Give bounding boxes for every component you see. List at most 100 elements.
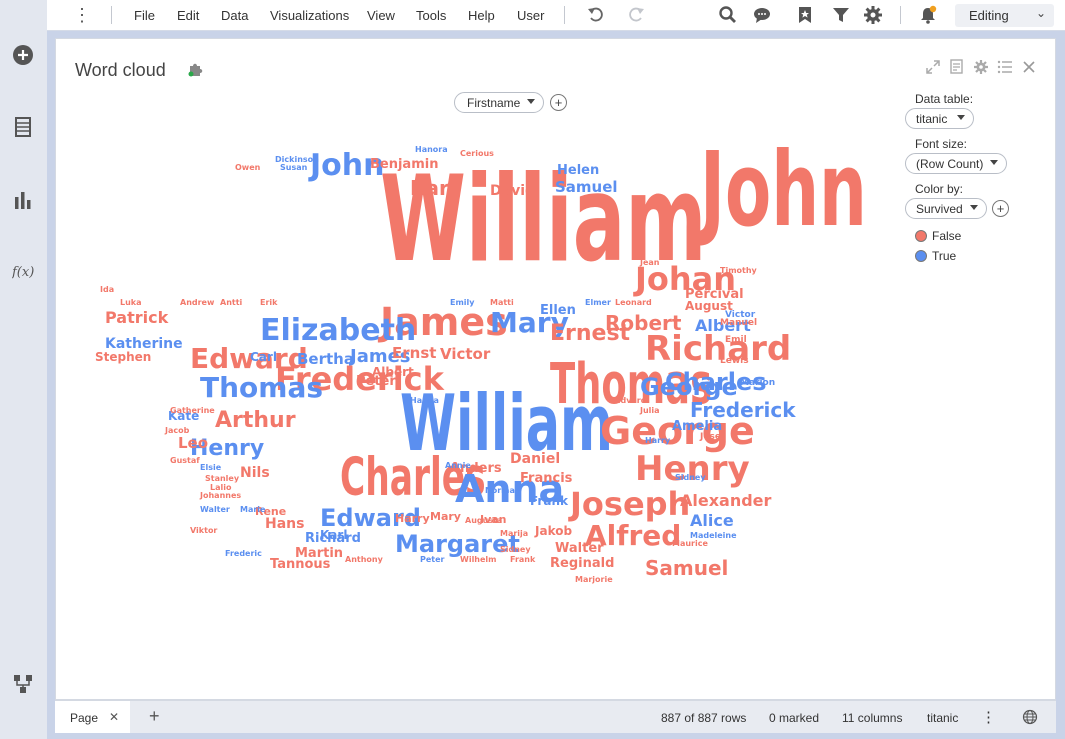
word-ernest-false[interactable]: Ernest [550,321,631,346]
word-stanley-false[interactable]: Stanley [205,474,240,483]
word-madeleine-true[interactable]: Madeleine [690,531,737,540]
word-annie-true[interactable]: Annie [445,461,471,470]
word-patrick-false[interactable]: Patrick [105,308,169,327]
word-maurice-false[interactable]: Maurice [672,539,708,548]
add-page-icon[interactable]: + [149,706,160,726]
page-tab[interactable]: Page ✕ [55,701,130,734]
word-carl-true[interactable]: Carl [250,350,277,364]
word-leonard-false[interactable]: Leonard [615,298,652,307]
word-johan-false[interactable]: Johan [633,260,736,298]
word-augusta-false[interactable]: Augusta [465,516,502,525]
word-owen-false[interactable]: Owen [235,163,261,172]
mode-dropdown[interactable]: Editing ⌄ [955,4,1054,27]
word-james-true[interactable]: James [348,346,411,367]
word-elizabeth-true[interactable]: Elizabeth [260,313,416,348]
word-dickinson-true[interactable]: Dickinson [275,155,319,164]
puzzle-icon[interactable] [187,61,203,77]
menu-view[interactable]: View [367,8,395,23]
visualization-title[interactable]: Word cloud [75,60,166,80]
data-table-icon[interactable] [12,116,34,138]
word-susan-true[interactable]: Susan [280,163,308,172]
word-lewis-false[interactable]: Lewis [720,356,749,366]
word-emil-false[interactable]: Emil [725,335,747,345]
word-elmer-true[interactable]: Elmer [585,298,611,307]
word-harry-false[interactable]: Harry [395,512,430,525]
menu-user[interactable]: User [517,8,545,23]
category-axis-selector[interactable]: Firstname [454,92,544,113]
word-jakob-false[interactable]: Jakob [534,524,572,538]
add-color-button[interactable]: + [992,200,1009,217]
word-thomas-false[interactable]: Thomas [550,352,712,417]
word-leo-false[interactable]: Leo [178,434,208,452]
word-hanora-true[interactable]: Hanora [415,145,448,154]
word-joseph-false[interactable]: Joseph [568,485,690,523]
word-robert-false[interactable]: Robert [605,311,682,335]
word-julia-false[interactable]: Julia [639,406,660,415]
color-by-selector[interactable]: Survived [905,198,987,219]
details-icon[interactable] [949,59,965,75]
word-edward-true[interactable]: Edward [320,504,421,532]
word-samuel-false[interactable]: Samuel [645,556,728,580]
search-icon[interactable] [718,5,738,25]
word-karl-true[interactable]: Karl [320,528,347,542]
word-elsie-true[interactable]: Elsie [200,463,222,472]
menu-help[interactable]: Help [468,8,495,23]
word-bertha-true[interactable]: Bertha [297,350,354,368]
filter-icon[interactable] [831,5,851,25]
word-margaret-true[interactable]: Margaret [395,530,520,558]
word-ivan-false[interactable]: Ivan [480,513,507,526]
word-erik-false[interactable]: Erik [260,298,278,307]
menu-visualizations[interactable]: Visualizations [270,8,350,23]
word-ellen-true[interactable]: Ellen [540,303,576,318]
word-arthur-false[interactable]: Arthur [215,408,296,433]
bookmark-icon[interactable] [795,5,815,25]
word-karl-false[interactable]: Karl [410,176,456,200]
word-marie-true[interactable]: Marie [240,505,266,514]
word-alice-true[interactable]: Alice [690,511,734,530]
notifications-bell-icon[interactable] [918,5,938,25]
word-wilhelm-false[interactable]: Wilhelm [460,555,497,564]
word-katherine-true[interactable]: Katherine [105,336,183,352]
settings-gear-icon[interactable] [863,5,883,25]
word-hanna-true[interactable]: Hanna [410,396,439,405]
globe-icon[interactable] [1022,709,1038,725]
word-emily-true[interactable]: Emily [450,298,475,307]
word-samuel-true[interactable]: Samuel [555,178,618,196]
word-marjorie-false[interactable]: Marjorie [575,575,613,584]
word-rene-false[interactable]: Rene [255,505,286,518]
word-charles-true[interactable]: Charles [665,368,767,396]
word-reginald-false[interactable]: Reginald [550,556,614,571]
collaboration-icon[interactable] [753,5,773,25]
bar-chart-icon[interactable] [12,189,34,211]
word-richard-false[interactable]: Richard [645,329,791,369]
menu-tools[interactable]: Tools [416,8,447,23]
word-martin-false[interactable]: Martin [295,546,343,561]
word-walter-false[interactable]: Walter [555,541,604,556]
word-frank-false[interactable]: Frank [510,555,536,564]
word-josef-false[interactable]: Josef [699,432,725,442]
word-lalio-false[interactable]: Lalio [210,483,232,492]
word-francis-false[interactable]: Francis [520,471,573,486]
word-marija-false[interactable]: Marija [500,529,528,538]
word-cerious-false[interactable]: Cerious [460,149,494,158]
word-timothy-false[interactable]: Timothy [720,266,758,275]
word-peter-true[interactable]: Peter [420,555,445,564]
word-david-false[interactable]: David [490,183,535,199]
word-amelia-true[interactable]: Amelia [672,419,722,434]
word-marion-true[interactable]: Marion [740,378,775,388]
word-frederick-true[interactable]: Frederick [690,398,796,422]
word-anna-true[interactable]: Anna [455,467,564,511]
menu-file[interactable]: File [134,8,155,23]
word-percival-false[interactable]: Percival [685,287,744,302]
word-tannous-false[interactable]: Tannous [270,557,331,572]
word-luka-false[interactable]: Luka [120,298,142,307]
word-frederick-false[interactable]: Frederick [275,360,445,398]
word-stephen-false[interactable]: Stephen [95,350,151,364]
word-john-true[interactable]: John [308,148,385,183]
word-daniel-false[interactable]: Daniel [510,451,560,467]
word-viktor-false[interactable]: Viktor [190,526,217,535]
word-helen-true[interactable]: Helen [557,163,599,178]
font-size-selector[interactable]: (Row Count) [905,153,1007,174]
word-edvard-false[interactable]: Edvard [615,396,647,405]
legend-item-false[interactable]: False [915,229,961,243]
